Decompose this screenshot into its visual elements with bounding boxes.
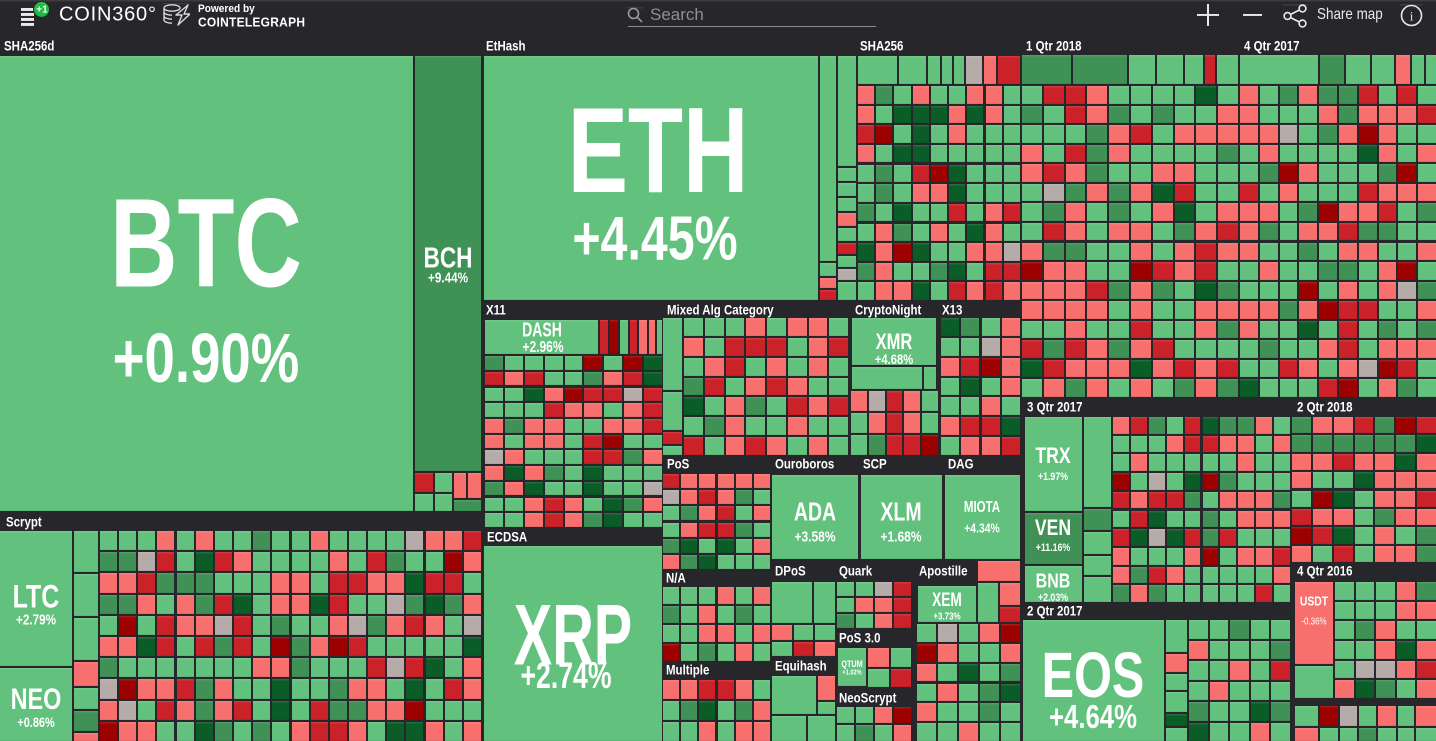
svg-text:i: i xyxy=(1410,9,1414,24)
